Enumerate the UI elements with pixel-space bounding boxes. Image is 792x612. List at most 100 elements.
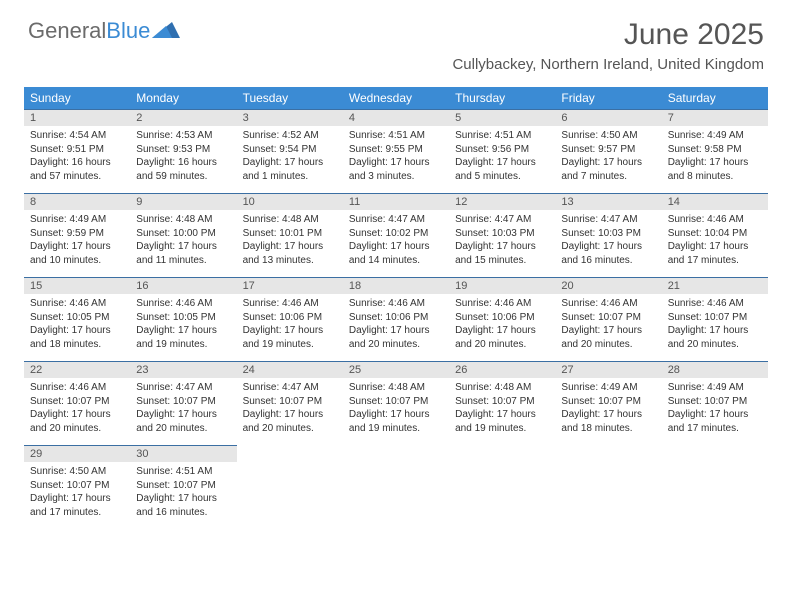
day-cell: 11Sunrise: 4:47 AMSunset: 10:02 PMDaylig…	[343, 193, 449, 277]
day-content: Sunrise: 4:54 AMSunset: 9:51 PMDaylight:…	[24, 126, 130, 193]
day-content: Sunrise: 4:51 AMSunset: 10:07 PMDaylight…	[130, 462, 236, 529]
day-number: 21	[662, 277, 768, 294]
sunset-text: Sunset: 10:07 PM	[30, 479, 124, 493]
day-cell: 24Sunrise: 4:47 AMSunset: 10:07 PMDaylig…	[237, 361, 343, 445]
day-cell	[555, 445, 661, 529]
day-cell: 18Sunrise: 4:46 AMSunset: 10:06 PMDaylig…	[343, 277, 449, 361]
day-content: Sunrise: 4:49 AMSunset: 9:59 PMDaylight:…	[24, 210, 130, 277]
sunset-text: Sunset: 10:03 PM	[455, 227, 549, 241]
daylight-text: Daylight: 17 hours and 19 minutes.	[349, 408, 443, 435]
day-cell: 26Sunrise: 4:48 AMSunset: 10:07 PMDaylig…	[449, 361, 555, 445]
daylight-text: Daylight: 17 hours and 19 minutes.	[136, 324, 230, 351]
sunset-text: Sunset: 9:51 PM	[30, 143, 124, 157]
sunset-text: Sunset: 10:02 PM	[349, 227, 443, 241]
day-cell	[343, 445, 449, 529]
day-cell: 10 Sunrise: 4:48 AMSunset: 10:01 PMDaylig…	[237, 193, 343, 277]
day-number: 23	[130, 361, 236, 378]
daylight-text: Daylight: 17 hours and 20 minutes.	[349, 324, 443, 351]
day-cell: 2Sunrise: 4:53 AMSunset: 9:53 PMDaylight…	[130, 109, 236, 193]
daylight-text: Daylight: 17 hours and 18 minutes.	[561, 408, 655, 435]
day-number: 26	[449, 361, 555, 378]
daylight-text: Daylight: 16 hours and 59 minutes.	[136, 156, 230, 183]
day-content: Sunrise: 4:46 AMSunset: 10:04 PMDaylight…	[662, 210, 768, 277]
sunrise-text: Sunrise: 4:48 AM	[136, 213, 230, 227]
sunrise-text: Sunrise: 4:46 AM	[30, 381, 124, 395]
sunset-text: Sunset: 10:07 PM	[136, 479, 230, 493]
day-number: 18	[343, 277, 449, 294]
day-cell: 16Sunrise: 4:46 AMSunset: 10:05 PMDaylig…	[130, 277, 236, 361]
day-cell: 13Sunrise: 4:47 AMSunset: 10:03 PMDaylig…	[555, 193, 661, 277]
day-content: Sunrise: 4:53 AMSunset: 9:53 PMDaylight:…	[130, 126, 236, 193]
day-number: 28	[662, 361, 768, 378]
day-number: 25	[343, 361, 449, 378]
day-content: Sunrise: 4:47 AMSunset: 10:07 PMDaylight…	[130, 378, 236, 445]
daylight-text: Daylight: 17 hours and 13 minutes.	[243, 240, 337, 267]
day-cell: 1Sunrise: 4:54 AMSunset: 9:51 PMDaylight…	[24, 109, 130, 193]
day-cell	[449, 445, 555, 529]
day-header: Monday	[130, 87, 236, 109]
week-row: 8Sunrise: 4:49 AMSunset: 9:59 PMDaylight…	[24, 193, 768, 277]
sunrise-text: Sunrise: 4:48 AM	[349, 381, 443, 395]
day-number: 13	[555, 193, 661, 210]
day-cell: 6 Sunrise: 4:50 AMSunset: 9:57 PMDaylight…	[555, 109, 661, 193]
day-number: 8	[24, 193, 130, 210]
logo: GeneralBlue	[28, 18, 180, 44]
sunrise-text: Sunrise: 4:51 AM	[136, 465, 230, 479]
day-number: 15	[24, 277, 130, 294]
daylight-text: Daylight: 17 hours and 20 minutes.	[243, 408, 337, 435]
sunset-text: Sunset: 10:06 PM	[455, 311, 549, 325]
daylight-text: Daylight: 16 hours and 57 minutes.	[30, 156, 124, 183]
day-content: Sunrise: 4:48 AMSunset: 10:07 PMDaylight…	[343, 378, 449, 445]
logo-triangle-icon	[152, 18, 180, 44]
logo-word2: Blue	[106, 18, 150, 44]
day-number: 17	[237, 277, 343, 294]
sunset-text: Sunset: 10:05 PM	[30, 311, 124, 325]
day-content: Sunrise: 4:47 AMSunset: 10:03 PMDaylight…	[555, 210, 661, 277]
day-content: Sunrise: 4:50 AMSunset: 10:07 PMDaylight…	[24, 462, 130, 529]
day-header-row: SundayMondayTuesdayWednesdayThursdayFrid…	[24, 87, 768, 109]
day-cell: 12Sunrise: 4:47 AMSunset: 10:03 PMDaylig…	[449, 193, 555, 277]
daylight-text: Daylight: 17 hours and 16 minutes.	[136, 492, 230, 519]
sunrise-text: Sunrise: 4:50 AM	[30, 465, 124, 479]
daylight-text: Daylight: 17 hours and 20 minutes.	[30, 408, 124, 435]
sunset-text: Sunset: 10:07 PM	[668, 311, 762, 325]
sunset-text: Sunset: 10:01 PM	[243, 227, 337, 241]
sunset-text: Sunset: 10:07 PM	[561, 311, 655, 325]
sunrise-text: Sunrise: 4:46 AM	[561, 297, 655, 311]
daylight-text: Daylight: 17 hours and 7 minutes.	[561, 156, 655, 183]
day-cell: 17Sunrise: 4:46 AMSunset: 10:06 PMDaylig…	[237, 277, 343, 361]
day-cell: 23Sunrise: 4:47 AMSunset: 10:07 PMDaylig…	[130, 361, 236, 445]
title-block: June 2025 Cullybackey, Northern Ireland,…	[452, 18, 764, 73]
daylight-text: Daylight: 17 hours and 10 minutes.	[30, 240, 124, 267]
sunset-text: Sunset: 10:06 PM	[349, 311, 443, 325]
day-cell: 9Sunrise: 4:48 AMSunset: 10:00 PMDayligh…	[130, 193, 236, 277]
sunset-text: Sunset: 9:56 PM	[455, 143, 549, 157]
day-cell: 20Sunrise: 4:46 AMSunset: 10:07 PMDaylig…	[555, 277, 661, 361]
sunset-text: Sunset: 9:59 PM	[30, 227, 124, 241]
sunrise-text: Sunrise: 4:54 AM	[30, 129, 124, 143]
day-cell: 28Sunrise: 4:49 AMSunset: 10:07 PMDaylig…	[662, 361, 768, 445]
daylight-text: Daylight: 17 hours and 20 minutes.	[136, 408, 230, 435]
day-number: 22	[24, 361, 130, 378]
daylight-text: Daylight: 17 hours and 8 minutes.	[668, 156, 762, 183]
day-content: Sunrise: 4:49 AMSunset: 9:58 PMDaylight:…	[662, 126, 768, 193]
day-header: Saturday	[662, 87, 768, 109]
daylight-text: Daylight: 17 hours and 14 minutes.	[349, 240, 443, 267]
day-number: 30	[130, 445, 236, 462]
sunrise-text: Sunrise: 4:46 AM	[668, 297, 762, 311]
sunrise-text: Sunrise: 4:49 AM	[668, 381, 762, 395]
day-cell: 14Sunrise: 4:46 AMSunset: 10:04 PMDaylig…	[662, 193, 768, 277]
sunset-text: Sunset: 9:57 PM	[561, 143, 655, 157]
day-number: 10	[237, 193, 343, 210]
day-cell: 8Sunrise: 4:49 AMSunset: 9:59 PMDaylight…	[24, 193, 130, 277]
sunset-text: Sunset: 10:07 PM	[455, 395, 549, 409]
sunrise-text: Sunrise: 4:48 AM	[243, 213, 337, 227]
sunset-text: Sunset: 10:03 PM	[561, 227, 655, 241]
day-content: Sunrise: 4:47 AMSunset: 10:02 PMDaylight…	[343, 210, 449, 277]
logo-word1: General	[28, 18, 106, 44]
day-number: 6	[555, 109, 661, 126]
day-content: Sunrise: 4:52 AMSunset: 9:54 PMDaylight:…	[237, 126, 343, 193]
day-content: Sunrise: 4:46 AMSunset: 10:05 PMDaylight…	[24, 294, 130, 361]
calendar-body: 1Sunrise: 4:54 AMSunset: 9:51 PMDaylight…	[24, 109, 768, 529]
sunrise-text: Sunrise: 4:50 AM	[561, 129, 655, 143]
